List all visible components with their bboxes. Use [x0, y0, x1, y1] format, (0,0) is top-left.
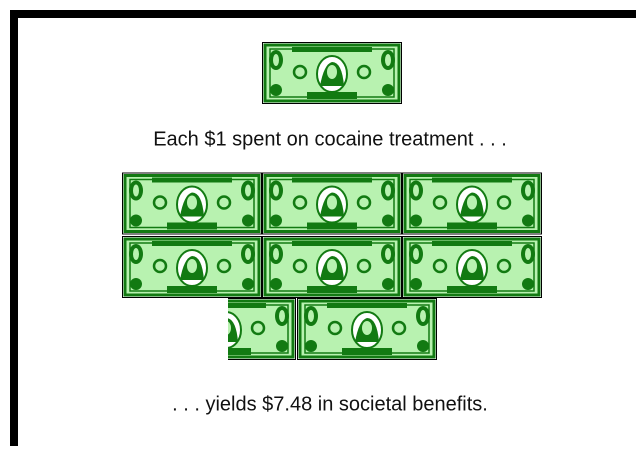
dollar-bill [262, 42, 402, 104]
dollar-bill [297, 298, 437, 360]
dollar-bill [122, 172, 262, 235]
dollar-bill [262, 236, 402, 298]
dollar-bill [262, 172, 402, 235]
dollar-bill [122, 236, 262, 298]
caption-top: Each $1 spent on cocaine treatment . . . [153, 128, 507, 150]
dollar-bill [402, 236, 542, 298]
caption-bottom: . . . yields $7.48 in societal benefits. [172, 393, 488, 415]
frame [10, 10, 636, 451]
dollar-bill [402, 172, 542, 235]
